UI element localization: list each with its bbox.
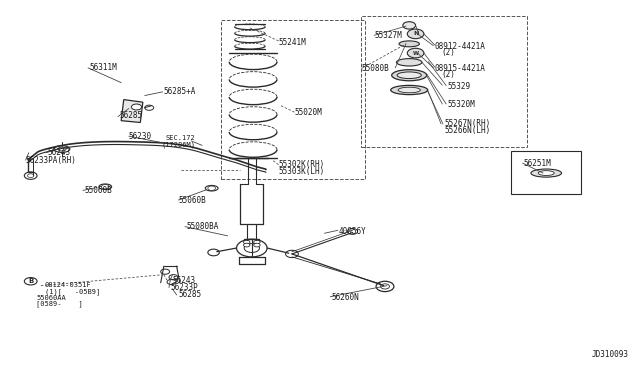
Text: 55080B: 55080B — [362, 64, 389, 73]
Text: W: W — [413, 51, 419, 55]
Bar — [221, 20, 365, 179]
Text: 56251M: 56251M — [524, 158, 552, 168]
Ellipse shape — [397, 72, 421, 78]
Text: 56285: 56285 — [119, 111, 142, 121]
Circle shape — [131, 104, 141, 110]
Text: 56243: 56243 — [172, 276, 195, 285]
Bar — [511, 151, 581, 194]
Circle shape — [285, 250, 298, 258]
Text: 55060AA: 55060AA — [36, 295, 66, 301]
Ellipse shape — [399, 41, 419, 47]
Text: JD310093: JD310093 — [592, 350, 629, 359]
Text: 55302K(RH): 55302K(RH) — [278, 160, 325, 169]
Ellipse shape — [391, 86, 428, 94]
Ellipse shape — [398, 87, 420, 93]
Text: 55303K(LH): 55303K(LH) — [278, 167, 325, 176]
Text: 56260N: 56260N — [332, 293, 359, 302]
Text: 55329: 55329 — [447, 82, 470, 91]
Text: 56233PA(RH): 56233PA(RH) — [26, 156, 76, 166]
Text: (2): (2) — [441, 70, 455, 79]
Text: (2): (2) — [441, 48, 455, 57]
Text: SEC.172: SEC.172 — [166, 135, 196, 141]
Bar — [362, 16, 527, 147]
Text: N: N — [413, 31, 419, 36]
Text: 55266N(LH): 55266N(LH) — [444, 126, 490, 135]
Text: 55020M: 55020M — [294, 108, 323, 117]
Circle shape — [244, 240, 250, 244]
Text: 55320M: 55320M — [447, 100, 475, 109]
Text: 08912-4421A: 08912-4421A — [435, 42, 486, 51]
Text: 55060B: 55060B — [84, 186, 112, 195]
Text: 55080BA: 55080BA — [186, 222, 218, 231]
Text: 56285: 56285 — [179, 291, 202, 299]
Ellipse shape — [531, 169, 561, 177]
Circle shape — [145, 105, 154, 110]
Text: [0589-    ]: [0589- ] — [36, 301, 83, 307]
Circle shape — [244, 243, 250, 247]
Ellipse shape — [396, 59, 422, 66]
Circle shape — [253, 243, 260, 247]
Circle shape — [24, 278, 37, 285]
Circle shape — [407, 48, 424, 58]
Text: 08915-4421A: 08915-4421A — [435, 64, 486, 73]
Text: 55267N(RH): 55267N(RH) — [444, 119, 490, 128]
Text: 55241M: 55241M — [278, 38, 307, 46]
Ellipse shape — [392, 70, 427, 81]
Text: (17286M): (17286M) — [162, 141, 196, 148]
Text: 56311M: 56311M — [90, 63, 117, 72]
Text: 55060B: 55060B — [179, 196, 206, 205]
Polygon shape — [121, 100, 143, 122]
Text: 08124-0351F: 08124-0351F — [45, 282, 92, 288]
Circle shape — [253, 240, 260, 244]
Text: 56243: 56243 — [47, 148, 70, 157]
Text: B: B — [28, 278, 33, 284]
Circle shape — [407, 29, 424, 39]
Ellipse shape — [538, 171, 554, 176]
Text: 40056Y: 40056Y — [339, 227, 367, 235]
Text: (1)[   -05B9]: (1)[ -05B9] — [45, 288, 100, 295]
Text: 56230: 56230 — [129, 132, 152, 141]
Circle shape — [403, 22, 415, 29]
Text: 55327M: 55327M — [374, 31, 402, 40]
Text: 56285+A: 56285+A — [164, 87, 196, 96]
Text: 56233P: 56233P — [171, 283, 198, 292]
